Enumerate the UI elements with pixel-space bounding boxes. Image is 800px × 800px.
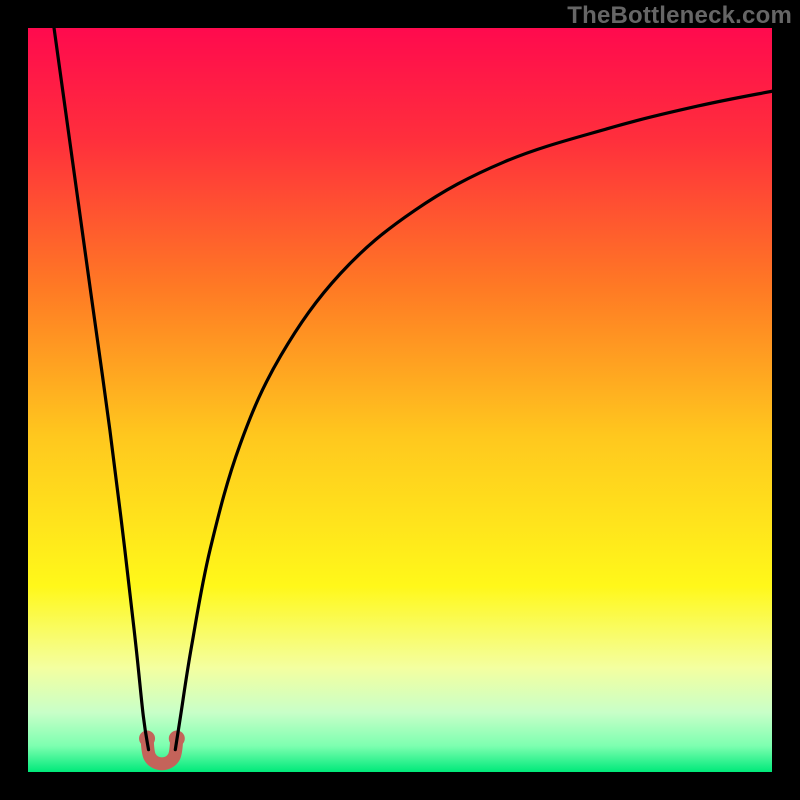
gradient-background	[28, 28, 772, 772]
plot-area	[28, 28, 772, 772]
watermark-text: TheBottleneck.com	[567, 2, 792, 30]
chart-svg	[28, 28, 772, 772]
chart-frame: TheBottleneck.com	[0, 0, 800, 800]
